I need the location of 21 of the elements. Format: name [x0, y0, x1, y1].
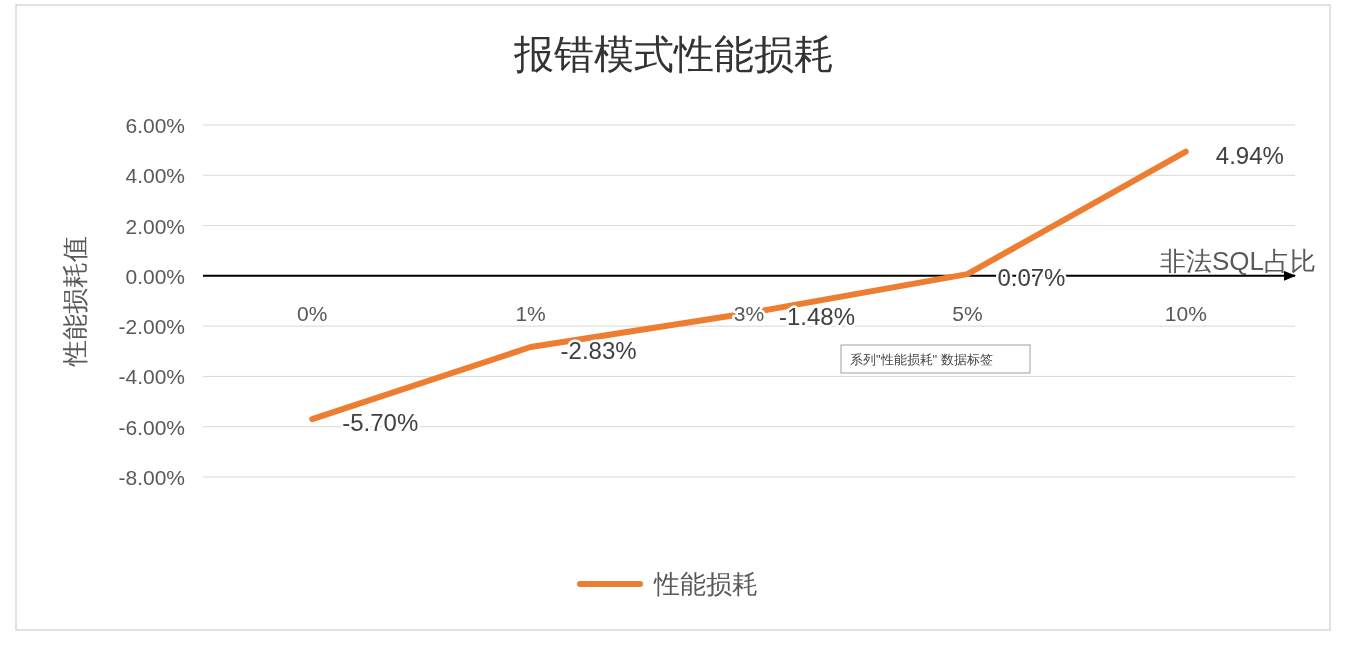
- y-tick-label: -4.00%: [118, 365, 185, 389]
- annotation: 系列"性能损耗" 数据标签: [850, 352, 993, 367]
- legend-label: 性能损耗: [653, 569, 758, 599]
- data-label: -2.83%: [560, 337, 637, 365]
- data-label: 4.94%: [1215, 141, 1284, 169]
- x-tick-label: 0%: [297, 301, 328, 325]
- data-label: -5.70%: [342, 409, 419, 437]
- y-tick-label: -6.00%: [118, 415, 185, 439]
- chart-title: 报错模式性能损耗: [513, 31, 834, 77]
- y-axis-title: 性能损耗值: [60, 236, 90, 367]
- y-tick-label: 6.00%: [125, 114, 185, 137]
- y-tick-label: 0.00%: [125, 264, 185, 288]
- x-tick-label: 5%: [952, 301, 983, 325]
- y-tick-label: -8.00%: [118, 466, 185, 489]
- x-tick-label: 1%: [515, 301, 546, 325]
- y-tick-label: -2.00%: [118, 315, 185, 339]
- x-tick-label: 10%: [1164, 301, 1207, 325]
- y-tick-label: 4.00%: [125, 164, 185, 188]
- data-label: -1.48%: [779, 303, 856, 331]
- x-axis-title: 非法SQL占比: [1159, 245, 1316, 276]
- y-tick-label: 2.00%: [125, 214, 185, 238]
